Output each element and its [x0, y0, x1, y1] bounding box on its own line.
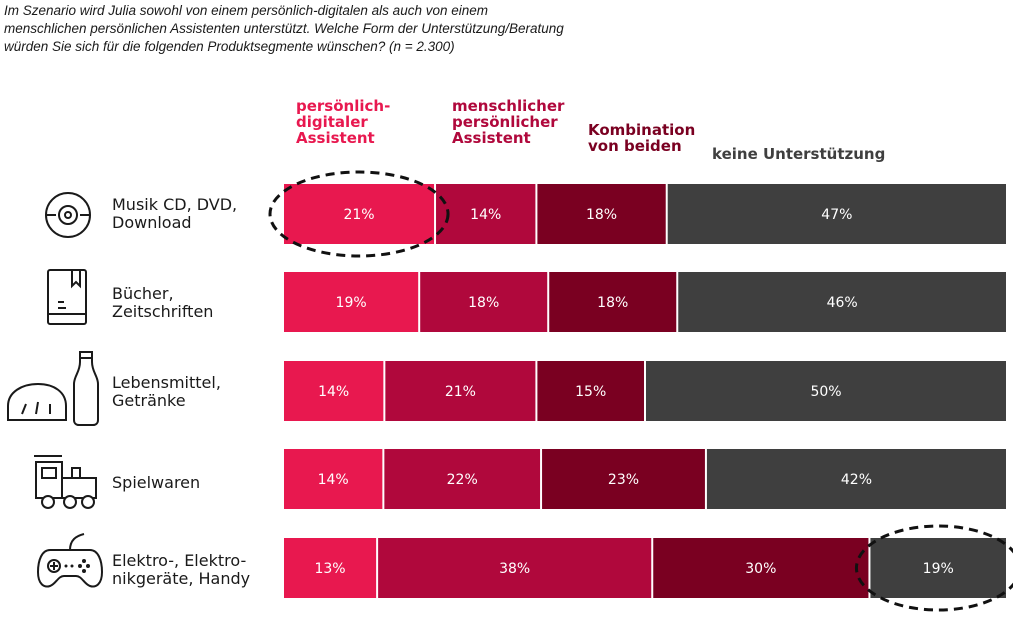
legend-human-assistant: menschlicher persönlicher Assistent: [452, 97, 565, 147]
bar-segment-2-1: [385, 361, 536, 421]
bar-segment-1-1: [420, 272, 548, 332]
category-label-books: Bücher, Zeitschriften: [112, 284, 214, 321]
bar-segment-2-3: [646, 361, 1006, 421]
bar-value-label-0-0: 21%: [343, 207, 374, 223]
title-line-1: Im Szenario wird Julia sowohl von einem …: [4, 3, 488, 18]
bar-segment-1-3: [678, 272, 1006, 332]
bar-segment-0-1: [436, 184, 536, 244]
toy-train-icon: [34, 455, 97, 509]
highlight-ellipse-0: [268, 170, 450, 258]
bar-segment-4-1: [378, 538, 652, 598]
bar-value-label-4-0: 13%: [314, 561, 345, 577]
title-line-3: würden Sie sich für die folgenden Produk…: [4, 39, 455, 54]
bar-segment-2-0: [284, 361, 384, 421]
bread-bottle-icon: [7, 351, 99, 426]
bar-segment-0-3: [667, 184, 1006, 244]
legend-no-support: keine Unterstützung: [712, 145, 886, 163]
category-label-music: Musik CD, DVD, Download: [112, 195, 238, 232]
bar-value-label-0-1: 14%: [470, 207, 501, 223]
bar-value-label-3-1: 22%: [447, 472, 478, 488]
bar-segment-3-3: [706, 449, 1006, 509]
bar-segment-3-2: [542, 449, 705, 509]
bar-value-label-1-1: 18%: [468, 295, 499, 311]
legend-combination: Kombination von beiden: [588, 121, 696, 155]
category-label-food: Lebensmittel, Getränke: [112, 373, 221, 410]
disc-icon: [45, 192, 91, 238]
bar-segment-0-0: [284, 184, 435, 244]
bar-value-label-4-2: 30%: [745, 561, 776, 577]
bar-value-label-2-0: 14%: [318, 384, 349, 400]
legend-digital-assistant: persönlich- digitaler Assistent: [296, 97, 391, 147]
bar-value-label-0-3: 47%: [821, 207, 852, 223]
bar-segment-4-2: [653, 538, 869, 598]
bar-value-label-2-1: 21%: [445, 384, 476, 400]
bar-value-label-2-3: 50%: [810, 384, 841, 400]
category-label-toys: Spielwaren: [112, 473, 201, 492]
book-icon: [47, 269, 87, 325]
bar-value-label-1-2: 18%: [597, 295, 628, 311]
bar-value-label-3-0: 14%: [318, 472, 349, 488]
bar-segment-3-0: [284, 449, 383, 509]
bar-value-label-0-2: 18%: [586, 207, 617, 223]
title-line-2: menschlichen persönlichen Assistenten un…: [4, 21, 564, 36]
bar-segment-1-2: [549, 272, 677, 332]
bar-segment-4-3: [870, 538, 1006, 598]
bar-segment-1-0: [284, 272, 419, 332]
bar-segment-2-2: [537, 361, 644, 421]
gamepad-icon: [36, 533, 104, 588]
chart-title: Im Szenario wird Julia sowohl von einem …: [4, 2, 904, 56]
bar-value-label-2-2: 15%: [575, 384, 606, 400]
bar-value-label-1-3: 46%: [827, 295, 858, 311]
bar-value-label-1-0: 19%: [336, 295, 367, 311]
bar-segment-3-1: [384, 449, 541, 509]
bar-value-label-3-2: 23%: [608, 472, 639, 488]
category-label-electronics: Elektro-, Elektro- nikgeräte, Handy: [112, 551, 251, 588]
bar-segment-0-2: [537, 184, 666, 244]
bar-segment-4-0: [284, 538, 377, 598]
bar-value-label-4-1: 38%: [499, 561, 530, 577]
bar-value-label-4-3: 19%: [923, 561, 954, 577]
bar-value-label-3-3: 42%: [841, 472, 872, 488]
highlight-ellipse-1: [854, 524, 1013, 612]
